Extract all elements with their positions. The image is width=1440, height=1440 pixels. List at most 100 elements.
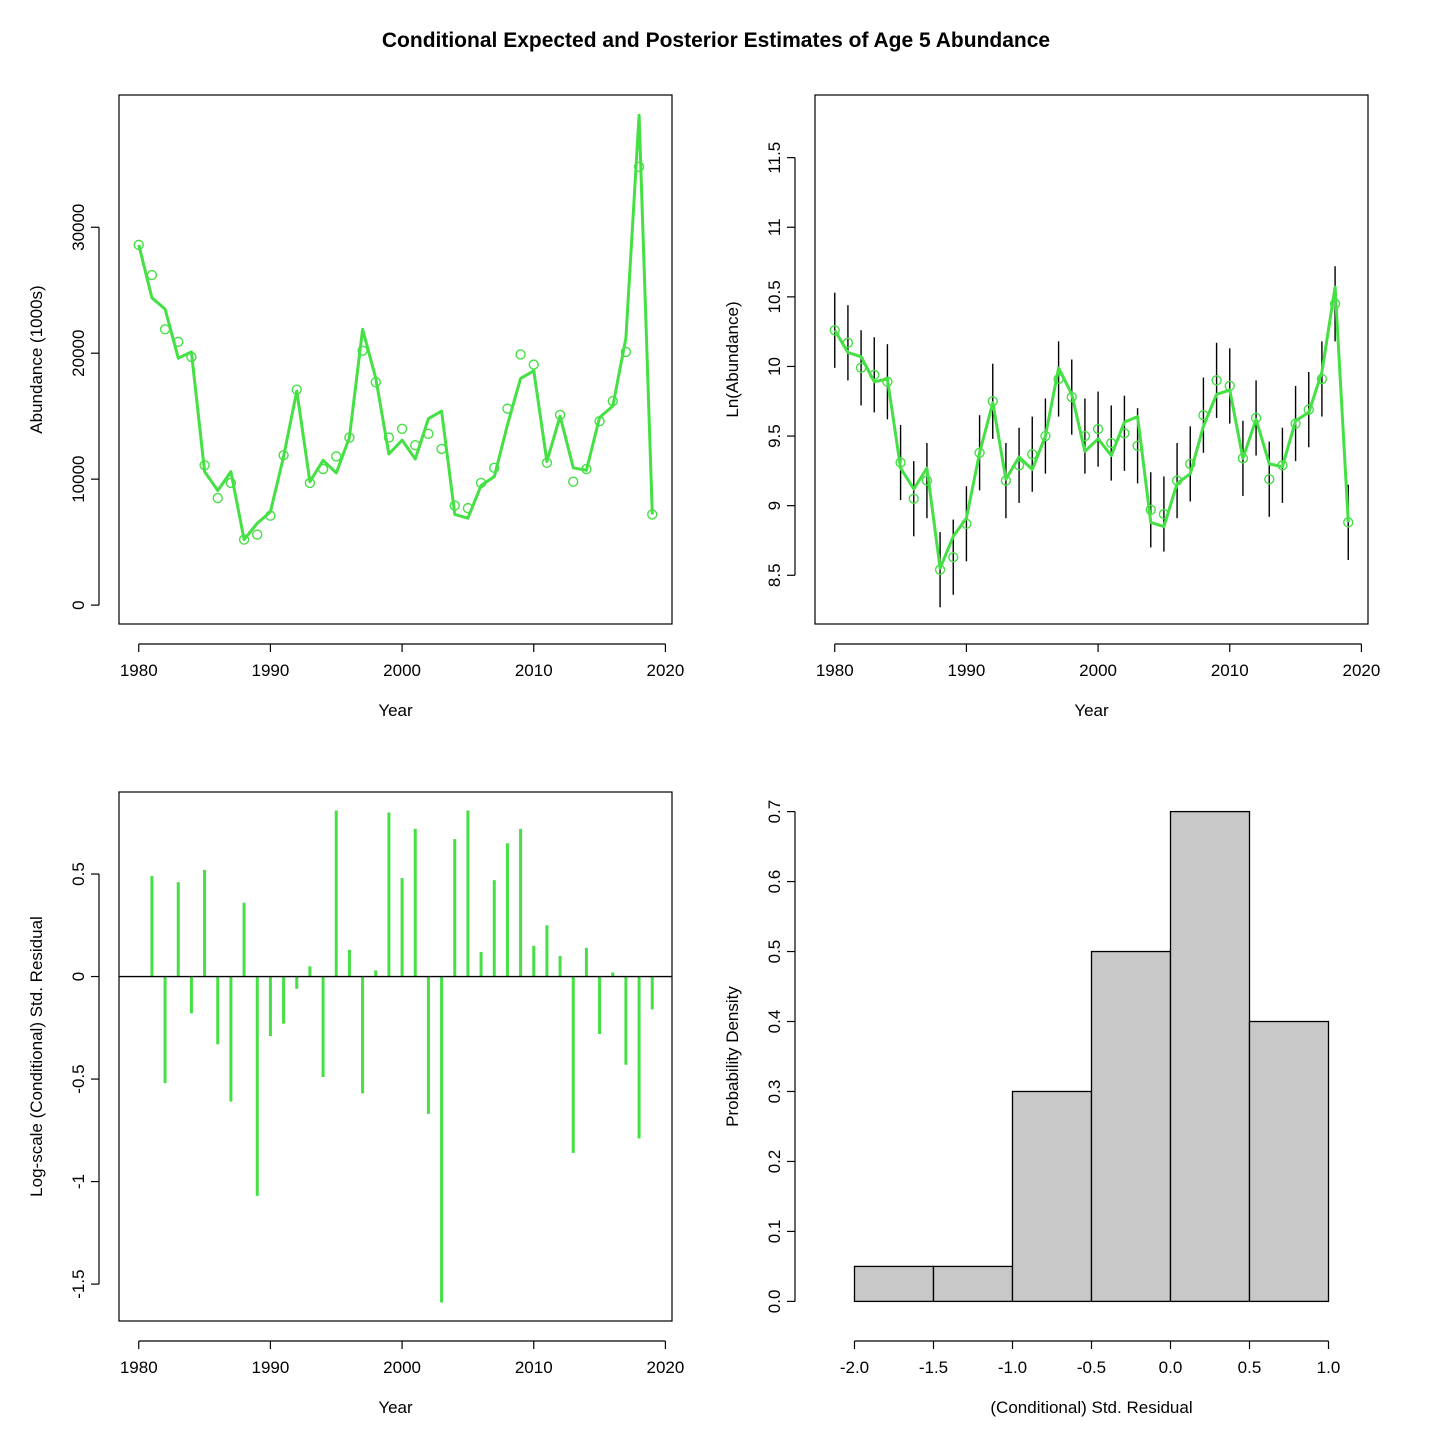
data-point xyxy=(1171,475,1183,486)
histogram-panel: -2.0 -1.5 -1.0 -0.5 0.0 0.5 1.0 0.0 0.1 0.2 0.3 0.4… xyxy=(723,800,1340,1417)
data-point xyxy=(1132,440,1143,452)
y-tick-label: 0.4 xyxy=(765,1010,784,1034)
x-tick-label: 2010 xyxy=(1211,661,1249,680)
data-point xyxy=(1250,412,1262,424)
y-tick-label: 30000 xyxy=(69,204,88,251)
data-point xyxy=(934,564,946,575)
y-axis-label: Probability Density xyxy=(723,986,742,1127)
data-point xyxy=(1092,423,1104,435)
data-point xyxy=(1066,391,1077,403)
data-point xyxy=(159,324,171,335)
data-point xyxy=(855,362,867,374)
y-tick-label: 8.5 xyxy=(765,563,784,587)
data-point xyxy=(449,500,460,511)
data-point xyxy=(1329,298,1341,310)
y-tick-label: 9 xyxy=(765,501,784,510)
x-tick-label: 0.5 xyxy=(1238,1358,1262,1377)
x-tick-label: 1980 xyxy=(120,661,158,680)
data-point xyxy=(908,493,919,504)
data-point xyxy=(436,443,447,455)
data-point xyxy=(1185,458,1196,470)
x-axis-label: Year xyxy=(378,701,413,720)
x-tick-label: 1990 xyxy=(948,661,986,680)
y-tick-label: 20000 xyxy=(69,330,88,377)
data-point xyxy=(146,269,158,281)
data-point xyxy=(1079,430,1091,442)
data-point xyxy=(133,239,144,251)
y-tick-label: 11 xyxy=(765,218,784,236)
data-point xyxy=(291,384,302,395)
data-point xyxy=(554,409,566,421)
data-point xyxy=(607,395,618,407)
x-tick-label: 1990 xyxy=(252,1358,290,1377)
data-point xyxy=(173,336,184,348)
data-point xyxy=(594,416,605,427)
data-point xyxy=(331,451,342,462)
data-point xyxy=(581,463,592,475)
x-tick-label: 2000 xyxy=(383,661,421,680)
data-point xyxy=(620,346,632,358)
data-point xyxy=(987,396,998,407)
data-point xyxy=(370,376,381,388)
x-tick-label: 2020 xyxy=(647,661,685,680)
data-point xyxy=(1145,504,1156,516)
data-point xyxy=(317,463,329,475)
data-point xyxy=(475,477,487,489)
data-point xyxy=(396,423,408,434)
data-point xyxy=(212,492,223,504)
x-tick-label: 2020 xyxy=(647,1358,685,1377)
data-point xyxy=(357,345,368,356)
data-point xyxy=(515,349,526,360)
x-tick-label: 0.0 xyxy=(1159,1358,1183,1377)
data-point xyxy=(344,432,355,443)
y-axis-label: Abundance (1000s) xyxy=(27,285,46,433)
x-tick-label: -1.5 xyxy=(919,1358,948,1377)
series-line xyxy=(833,285,1350,570)
data-point xyxy=(199,460,210,471)
y-tick-label: 0.2 xyxy=(765,1150,784,1174)
y-tick-label: 0.5 xyxy=(765,940,784,964)
plot-frame xyxy=(814,94,1369,625)
data-point xyxy=(1316,373,1328,385)
data-point xyxy=(462,502,474,514)
data-point xyxy=(829,325,840,336)
data-point xyxy=(1040,430,1051,442)
y-tick-label: -1.5 xyxy=(69,1269,88,1298)
y-tick-label: 0 xyxy=(69,972,88,981)
x-tick-label: -0.5 xyxy=(1077,1358,1106,1377)
data-point xyxy=(842,337,854,348)
histogram-bar xyxy=(932,1265,1014,1303)
data-point xyxy=(1000,475,1012,486)
data-point xyxy=(489,462,500,474)
x-tick-label: 2010 xyxy=(515,1358,553,1377)
data-point xyxy=(1237,453,1249,464)
plot-frame xyxy=(118,94,673,625)
y-tick-label: 10000 xyxy=(69,456,88,503)
histogram-bar xyxy=(853,1265,935,1303)
abundance-panel: 1980 1990 2000 2010 2020 0 10000 20000 30000 Year… xyxy=(27,94,685,720)
x-tick-label: -2.0 xyxy=(840,1358,869,1377)
data-point xyxy=(252,529,263,540)
data-point xyxy=(1290,418,1301,429)
data-point xyxy=(568,476,579,487)
x-tick-label: 1990 xyxy=(252,661,290,680)
data-point xyxy=(502,403,513,414)
histogram-bar xyxy=(1169,810,1251,1303)
y-tick-label: 10 xyxy=(765,357,784,376)
x-tick-label: -1.0 xyxy=(998,1358,1027,1377)
data-point xyxy=(647,509,658,520)
data-point xyxy=(1013,460,1025,471)
y-tick-label: 0.1 xyxy=(765,1220,784,1244)
data-point xyxy=(1224,380,1235,392)
data-point xyxy=(633,161,645,172)
data-point xyxy=(1119,428,1130,439)
x-tick-label: 2010 xyxy=(515,661,553,680)
data-point xyxy=(238,534,250,545)
x-axis-label: Year xyxy=(1074,701,1109,720)
y-tick-label: 0.5 xyxy=(69,862,88,886)
x-axis-label: (Conditional) Std. Residual xyxy=(990,1398,1192,1417)
y-tick-label: 9.5 xyxy=(765,424,784,448)
y-tick-label: 0.0 xyxy=(765,1290,784,1314)
x-tick-label: 2020 xyxy=(1343,661,1381,680)
